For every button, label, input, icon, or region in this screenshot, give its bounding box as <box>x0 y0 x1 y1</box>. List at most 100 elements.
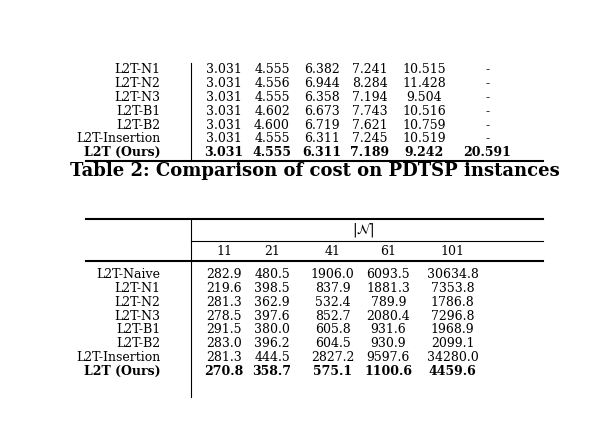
Text: 3.031: 3.031 <box>206 119 242 132</box>
Text: 34280.0: 34280.0 <box>427 351 478 364</box>
Text: -: - <box>486 119 489 132</box>
Text: 605.8: 605.8 <box>314 323 351 336</box>
Text: 283.0: 283.0 <box>206 337 242 350</box>
Text: 6.311: 6.311 <box>302 146 341 159</box>
Text: L2T-Insertion: L2T-Insertion <box>76 132 160 145</box>
Text: 931.6: 931.6 <box>370 323 406 336</box>
Text: 4.555: 4.555 <box>254 132 290 145</box>
Text: 6.358: 6.358 <box>304 91 340 104</box>
Text: L2T-N3: L2T-N3 <box>114 91 160 104</box>
Text: 10.516: 10.516 <box>402 105 446 118</box>
Text: 604.5: 604.5 <box>314 337 351 350</box>
Text: 4.555: 4.555 <box>254 63 290 76</box>
Text: $|\mathcal{N}|$: $|\mathcal{N}|$ <box>352 220 375 240</box>
Text: 532.4: 532.4 <box>315 296 351 309</box>
Text: 7.621: 7.621 <box>352 119 387 132</box>
Text: 282.9: 282.9 <box>206 268 242 281</box>
Text: 1906.0: 1906.0 <box>311 268 354 281</box>
Text: 6093.5: 6093.5 <box>367 268 410 281</box>
Text: 852.7: 852.7 <box>315 310 350 322</box>
Text: 4.555: 4.555 <box>252 146 292 159</box>
Text: L2T-B2: L2T-B2 <box>116 119 160 132</box>
Text: L2T-Naive: L2T-Naive <box>96 268 160 281</box>
Text: 4.600: 4.600 <box>254 119 290 132</box>
Text: 11: 11 <box>216 245 232 258</box>
Text: 6.719: 6.719 <box>304 119 340 132</box>
Text: 6.673: 6.673 <box>304 105 340 118</box>
Text: 101: 101 <box>441 245 465 258</box>
Text: 1968.9: 1968.9 <box>431 323 475 336</box>
Text: L2T-N2: L2T-N2 <box>115 296 160 309</box>
Text: 7.743: 7.743 <box>352 105 387 118</box>
Text: 41: 41 <box>325 245 341 258</box>
Text: 4.602: 4.602 <box>254 105 290 118</box>
Text: 7.189: 7.189 <box>350 146 389 159</box>
Text: 6.944: 6.944 <box>304 77 340 90</box>
Text: -: - <box>486 91 489 104</box>
Text: 380.0: 380.0 <box>254 323 290 336</box>
Text: 281.3: 281.3 <box>206 296 242 309</box>
Text: L2T-B1: L2T-B1 <box>116 323 160 336</box>
Text: 291.5: 291.5 <box>206 323 242 336</box>
Text: L2T-N2: L2T-N2 <box>115 77 160 90</box>
Text: 6.311: 6.311 <box>304 132 340 145</box>
Text: 219.6: 219.6 <box>206 282 242 295</box>
Text: 3.031: 3.031 <box>206 91 242 104</box>
Text: 7.241: 7.241 <box>352 63 387 76</box>
Text: L2T-N1: L2T-N1 <box>114 63 160 76</box>
Text: 3.031: 3.031 <box>206 105 242 118</box>
Text: 20.591: 20.591 <box>464 146 511 159</box>
Text: 480.5: 480.5 <box>254 268 290 281</box>
Text: 362.9: 362.9 <box>254 296 290 309</box>
Text: 281.3: 281.3 <box>206 351 242 364</box>
Text: 358.7: 358.7 <box>252 365 292 378</box>
Text: 61: 61 <box>380 245 396 258</box>
Text: 1881.3: 1881.3 <box>367 282 410 295</box>
Text: L2T-N3: L2T-N3 <box>114 310 160 322</box>
Text: 7.194: 7.194 <box>352 91 387 104</box>
Text: 930.9: 930.9 <box>370 337 406 350</box>
Text: L2T-B1: L2T-B1 <box>116 105 160 118</box>
Text: 30634.8: 30634.8 <box>427 268 478 281</box>
Text: Table 2: Comparison of cost on PDTSP instances: Table 2: Comparison of cost on PDTSP ins… <box>70 161 559 180</box>
Text: 575.1: 575.1 <box>313 365 352 378</box>
Text: 6.382: 6.382 <box>304 63 340 76</box>
Text: 789.9: 789.9 <box>371 296 406 309</box>
Text: 398.5: 398.5 <box>254 282 290 295</box>
Text: 9597.6: 9597.6 <box>367 351 410 364</box>
Text: L2T (Ours): L2T (Ours) <box>84 365 160 378</box>
Text: 396.2: 396.2 <box>254 337 290 350</box>
Text: 3.031: 3.031 <box>206 132 242 145</box>
Text: 4459.6: 4459.6 <box>429 365 476 378</box>
Text: 10.759: 10.759 <box>402 119 446 132</box>
Text: 10.519: 10.519 <box>402 132 446 145</box>
Text: L2T-Insertion: L2T-Insertion <box>76 351 160 364</box>
Text: -: - <box>486 77 489 90</box>
Text: 4.555: 4.555 <box>254 91 290 104</box>
Text: 3.031: 3.031 <box>206 63 242 76</box>
Text: 3.031: 3.031 <box>206 77 242 90</box>
Text: 2099.1: 2099.1 <box>431 337 475 350</box>
Text: L2T-B2: L2T-B2 <box>116 337 160 350</box>
Text: 21: 21 <box>264 245 280 258</box>
Text: 8.284: 8.284 <box>352 77 387 90</box>
Text: 9.242: 9.242 <box>405 146 443 159</box>
Text: 11.428: 11.428 <box>402 77 446 90</box>
Text: 837.9: 837.9 <box>315 282 351 295</box>
Text: 278.5: 278.5 <box>206 310 242 322</box>
Text: 4.556: 4.556 <box>254 77 290 90</box>
Text: -: - <box>486 105 489 118</box>
Text: 1100.6: 1100.6 <box>364 365 412 378</box>
Text: L2T-N1: L2T-N1 <box>114 282 160 295</box>
Text: 2827.2: 2827.2 <box>311 351 354 364</box>
Text: 2080.4: 2080.4 <box>367 310 410 322</box>
Text: 7.245: 7.245 <box>352 132 387 145</box>
Text: -: - <box>486 63 489 76</box>
Text: 1786.8: 1786.8 <box>431 296 475 309</box>
Text: 397.6: 397.6 <box>254 310 290 322</box>
Text: 444.5: 444.5 <box>254 351 290 364</box>
Text: 10.515: 10.515 <box>402 63 446 76</box>
Text: -: - <box>486 132 489 145</box>
Text: 9.504: 9.504 <box>406 91 441 104</box>
Text: 7353.8: 7353.8 <box>431 282 475 295</box>
